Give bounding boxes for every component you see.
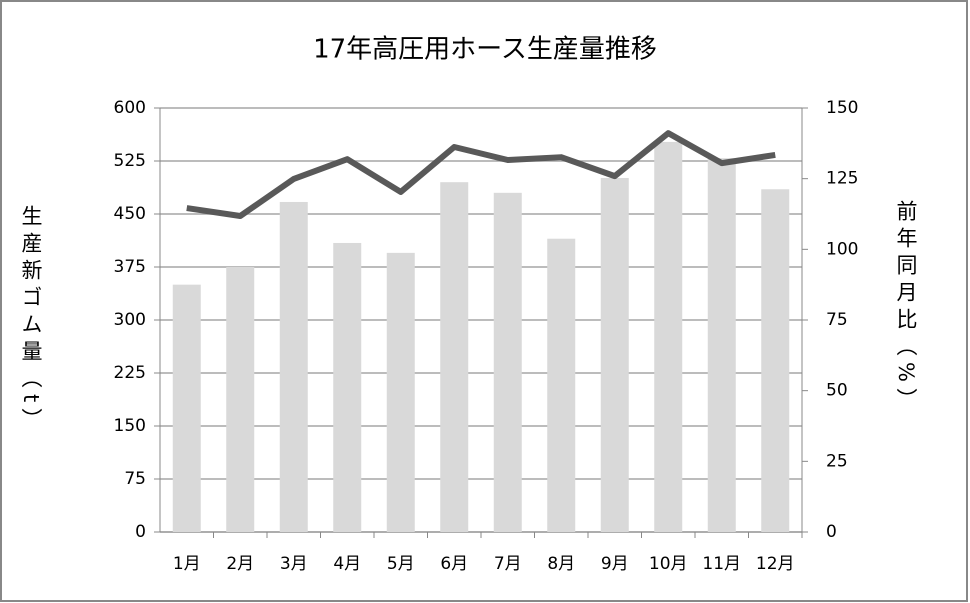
x-tick-label: 8月 [547,554,575,574]
bar [761,189,790,532]
x-tick-label: 12月 [756,554,795,574]
y-axis-label: 生産新ゴム量（t） [19,205,43,435]
x-tick-label: 2月 [226,554,254,574]
x-tick-label: 10月 [649,554,688,574]
y-tick-label: 600 [114,98,146,118]
bar [493,192,522,533]
y-tick-label: 225 [114,363,146,383]
bar [707,158,736,532]
x-tick-label: 1月 [173,554,201,574]
x-tick-label: 4月 [333,554,361,574]
y-tick-label: 525 [114,151,146,171]
y-tick-label: 300 [114,310,146,330]
y2-tick-label: 100 [826,239,858,259]
x-tick-label: 5月 [387,554,415,574]
x-tick-label: 7月 [494,554,522,574]
bar [226,267,255,532]
bar [440,182,469,532]
bar [333,242,362,532]
x-tick-label: 6月 [440,554,468,574]
x-tick-label: 9月 [601,554,629,574]
y-tick-label: 150 [114,416,146,436]
x-tick-label: 11月 [702,554,741,574]
y-tick-label: 0 [135,522,146,542]
chart-title: 17年高圧用ホース生産量推移 [313,35,657,65]
y2-tick-label: 125 [826,169,858,189]
y2-tick-label: 75 [826,310,848,330]
bar [600,177,629,532]
y2-tick-label: 150 [826,98,858,118]
y-tick-label: 375 [114,257,146,277]
bar [547,238,576,532]
bar [172,284,201,532]
bar [654,141,683,533]
y2-axis-label: 前年同月比（%） [894,200,918,415]
y2-tick-label: 0 [826,522,837,542]
x-tick-label: 3月 [280,554,308,574]
y-tick-label: 75 [124,469,146,489]
y2-tick-label: 50 [826,381,848,401]
y-tick-label: 450 [114,204,146,224]
y2-tick-label: 25 [826,451,848,471]
line [186,130,776,219]
bar [386,252,415,532]
bar [279,201,308,532]
